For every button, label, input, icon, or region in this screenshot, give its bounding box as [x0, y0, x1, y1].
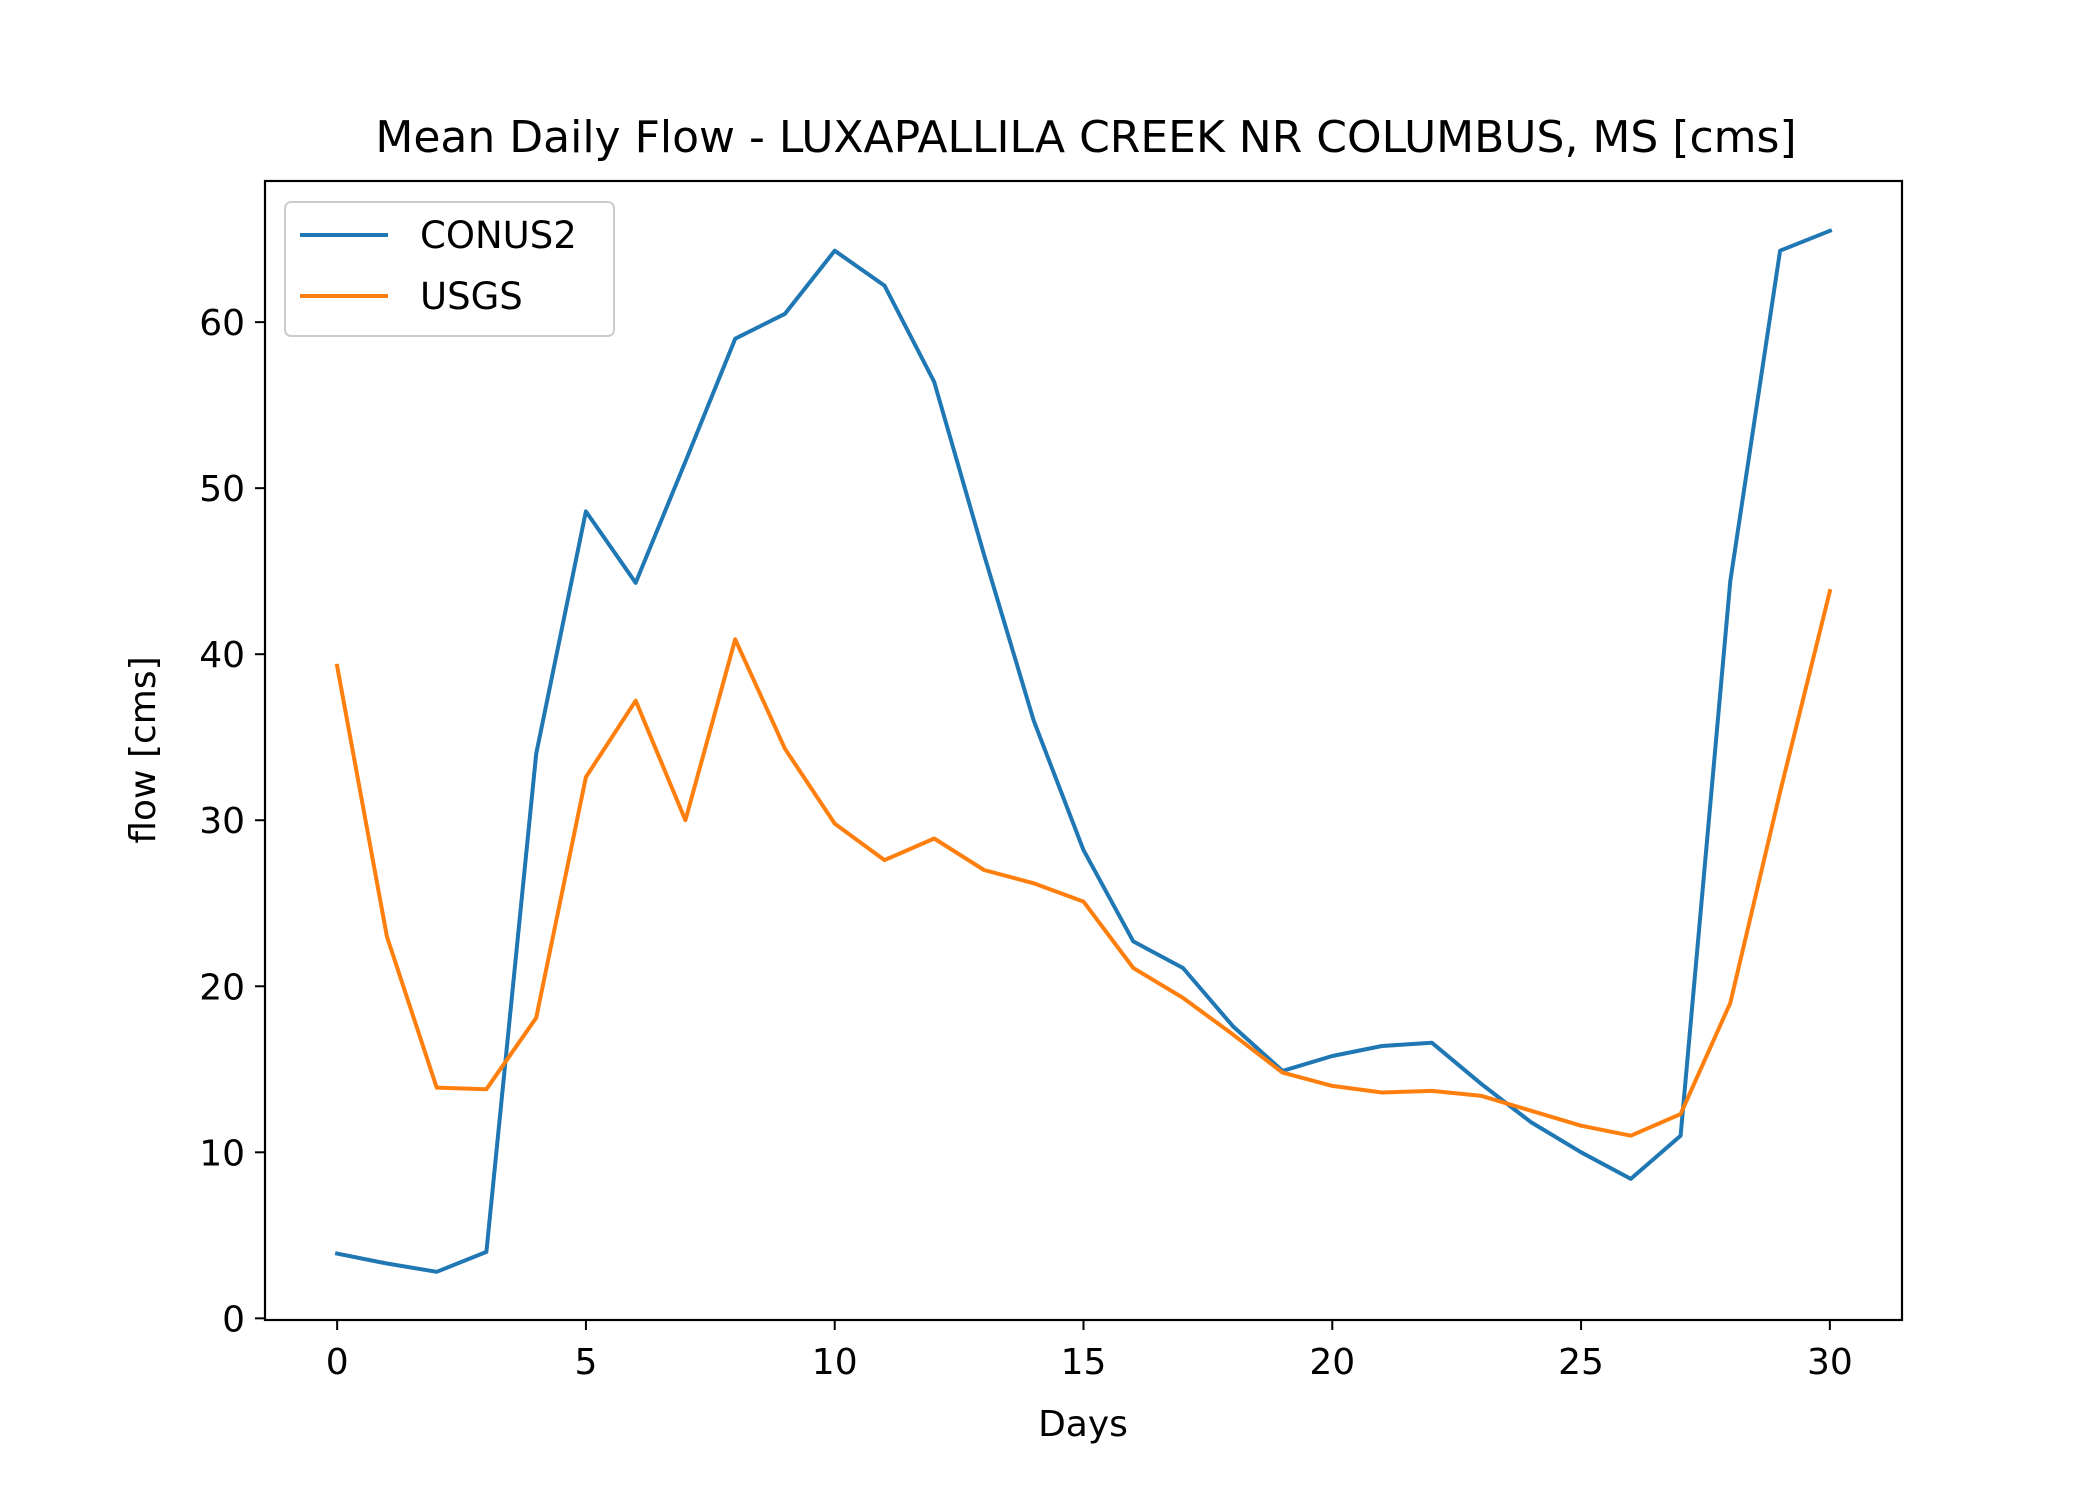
y-axis-label: flow [cms]	[123, 656, 164, 843]
x-tick-label: 20	[1309, 1342, 1355, 1383]
y-tick-label: 40	[199, 635, 245, 676]
series-line-conus2	[334, 228, 1833, 1274]
x-tick-label: 15	[1061, 1342, 1107, 1383]
x-axis: 0 5 10 15 20 25 30	[326, 1320, 1853, 1383]
chart-title: Mean Daily Flow - LUXAPALLILA CREEK NR C…	[375, 112, 1796, 163]
series-line-usgs	[334, 588, 1833, 1138]
y-tick-label: 20	[199, 967, 245, 1008]
y-tick-label: 50	[199, 469, 245, 510]
series-group	[334, 228, 1833, 1274]
x-tick-label: 5	[574, 1342, 597, 1383]
y-axis: 0 10 20 30 40 50 60	[199, 303, 265, 1340]
y-tick-label: 10	[199, 1133, 245, 1174]
x-tick-label: 30	[1807, 1342, 1853, 1383]
x-tick-label: 10	[812, 1342, 858, 1383]
x-axis-label: Days	[1038, 1404, 1128, 1445]
legend: CONUS2 USGS	[284, 201, 615, 337]
x-tick-label: 0	[326, 1342, 349, 1383]
y-tick-label: 60	[199, 303, 245, 344]
y-tick-label: 0	[222, 1299, 245, 1340]
legend-label-usgs: USGS	[420, 275, 523, 318]
legend-label-conus2: CONUS2	[420, 214, 577, 257]
y-tick-label: 30	[199, 801, 245, 842]
x-tick-label: 25	[1558, 1342, 1604, 1383]
